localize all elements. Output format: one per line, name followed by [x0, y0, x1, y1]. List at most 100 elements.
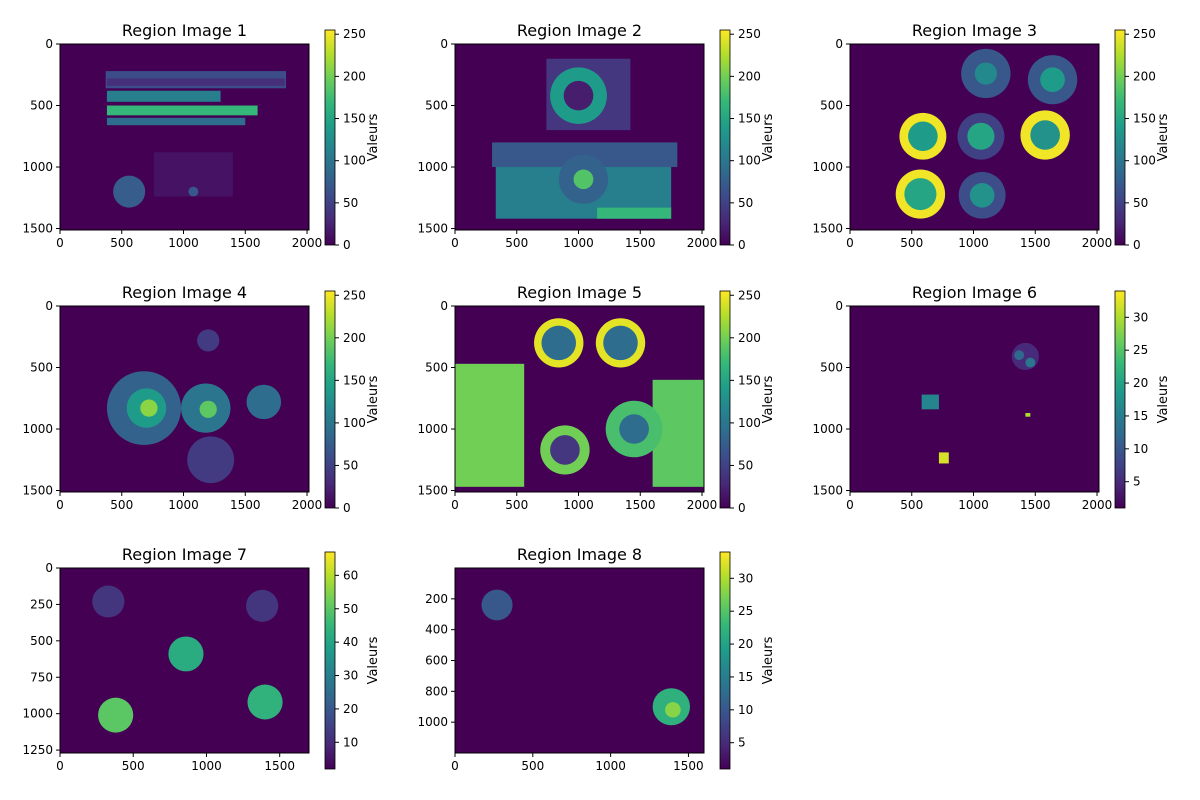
- x-tick-label: 0: [451, 236, 459, 250]
- colorbar-tick-label: 100: [738, 416, 761, 430]
- colorbar-tick-label: 50: [1133, 196, 1148, 210]
- colorbar: [324, 290, 336, 509]
- colorbar: [1114, 29, 1126, 246]
- heatmap-region: [974, 62, 997, 85]
- colorbar-tick-label: 50: [738, 196, 753, 210]
- y-tick-label: 1500: [812, 484, 843, 498]
- y-tick-label: 1500: [812, 222, 843, 236]
- y-tick-label: 500: [425, 361, 448, 375]
- y-tick-label: 1500: [22, 484, 53, 498]
- x-tick-label: 2000: [1082, 498, 1113, 512]
- x-tick-label: 500: [110, 498, 133, 512]
- heatmap-region: [603, 325, 638, 361]
- colorbar-tick-label: 40: [343, 635, 358, 649]
- x-tick-label: 0: [56, 759, 64, 773]
- x-tick-label: 500: [505, 498, 528, 512]
- colorbar: [1114, 290, 1126, 509]
- x-tick-label: 500: [900, 236, 923, 250]
- heatmap-region: [1025, 413, 1031, 417]
- axes-frame: [59, 305, 310, 493]
- x-tick-label: 1000: [958, 236, 989, 250]
- colorbar-tick-label: 10: [738, 703, 753, 717]
- x-tick-label: 1500: [625, 498, 656, 512]
- y-tick-label: 1000: [417, 715, 448, 729]
- x-tick-label: 2000: [687, 236, 718, 250]
- y-tick-label: 0: [45, 37, 53, 51]
- colorbar: [324, 551, 336, 770]
- heatmap-region: [168, 636, 204, 672]
- colorbar-tick-label: 250: [738, 288, 761, 302]
- heatmap-region: [1014, 350, 1025, 361]
- colorbar-tick-label: 30: [343, 669, 358, 683]
- colorbar-tick-label: 150: [343, 112, 366, 126]
- colorbar-tick-label: 5: [738, 736, 746, 750]
- subplot-5: Region Image 50 500 1000 1500 20000500100015…: [417, 283, 776, 515]
- subplot-title: Region Image 4: [122, 283, 247, 302]
- colorbar-tick-label: 5: [1133, 475, 1141, 489]
- colorbar-label: Valeurs: [761, 113, 776, 161]
- colorbar-label: Valeurs: [761, 636, 776, 684]
- colorbar-tick-label: 10: [343, 735, 358, 749]
- y-tick-label: 750: [30, 670, 53, 684]
- heatmap-region: [247, 684, 283, 720]
- x-tick-label: 1500: [673, 759, 704, 773]
- subplot-8: Region Image 8 0 500 1000 1500 200 400 600 800 10…: [417, 545, 776, 773]
- x-tick-label: 500: [521, 759, 544, 773]
- colorbar-tick-label: 50: [343, 458, 358, 472]
- x-tick-label: 1000: [168, 498, 199, 512]
- colorbar-label: Valeurs: [1156, 375, 1171, 423]
- heatmap-image: [455, 318, 704, 487]
- heatmap-region: [573, 169, 594, 190]
- heatmap-region: [199, 400, 217, 418]
- x-tick-label: 0: [451, 498, 459, 512]
- x-tick-label: 500: [505, 236, 528, 250]
- x-tick-label: 1500: [264, 759, 295, 773]
- colorbar-tick-label: 20: [738, 637, 753, 651]
- x-tick-label: 500: [122, 759, 145, 773]
- colorbar-label: Valeurs: [366, 375, 381, 423]
- subplot-3: Region Image 30 500 1000 1500 20000500100015…: [812, 21, 1171, 252]
- colorbar-tick-label: 200: [1133, 69, 1156, 83]
- heatmap-region: [106, 105, 258, 116]
- x-tick-label: 0: [846, 498, 854, 512]
- y-tick-label: 500: [30, 361, 53, 375]
- y-tick-label: 1500: [417, 484, 448, 498]
- y-tick-label: 500: [30, 634, 53, 648]
- x-tick-label: 1500: [625, 236, 656, 250]
- x-tick-label: 2000: [292, 498, 323, 512]
- heatmap-image: [106, 329, 282, 484]
- heatmap-region: [455, 363, 525, 487]
- colorbar-tick-label: 30: [738, 571, 753, 585]
- y-tick-label: 0: [45, 561, 53, 575]
- axes-frame: [849, 43, 1100, 231]
- heatmap-region: [140, 399, 158, 417]
- y-tick-label: 0: [440, 37, 448, 51]
- y-tick-label: 1000: [812, 422, 843, 436]
- heatmap-region: [1025, 357, 1036, 368]
- heatmap-region: [92, 585, 125, 618]
- x-tick-label: 1000: [563, 498, 594, 512]
- colorbar-tick-label: 15: [1133, 409, 1148, 423]
- colorbar-label: Valeurs: [366, 113, 381, 161]
- subplot-4: Region Image 40 500 1000 1500 20000500100015…: [22, 283, 381, 515]
- heatmap-region: [665, 702, 681, 718]
- x-tick-label: 1500: [1020, 498, 1051, 512]
- colorbar-tick-label: 200: [343, 331, 366, 345]
- y-tick-label: 500: [820, 361, 843, 375]
- colorbar-tick-label: 60: [343, 568, 358, 582]
- colorbar-tick-label: 250: [343, 288, 366, 302]
- heatmap-region: [967, 122, 995, 150]
- axes-frame: [59, 43, 310, 231]
- subplot-title: Region Image 8: [517, 545, 642, 564]
- heatmap-image: [105, 71, 287, 208]
- colorbar-tick-label: 50: [738, 458, 753, 472]
- y-tick-label: 1000: [417, 422, 448, 436]
- heatmap-region: [1040, 67, 1065, 92]
- subplot-7: Region Image 7 0 500 1000 1500 0 250 500 750 1000…: [22, 545, 381, 773]
- colorbar-label: Valeurs: [366, 636, 381, 684]
- heatmap-region: [187, 436, 235, 484]
- heatmap-region: [541, 325, 577, 361]
- y-tick-label: 0: [440, 299, 448, 313]
- colorbar-label: Valeurs: [761, 375, 776, 423]
- subplot-title: Region Image 3: [912, 21, 1037, 40]
